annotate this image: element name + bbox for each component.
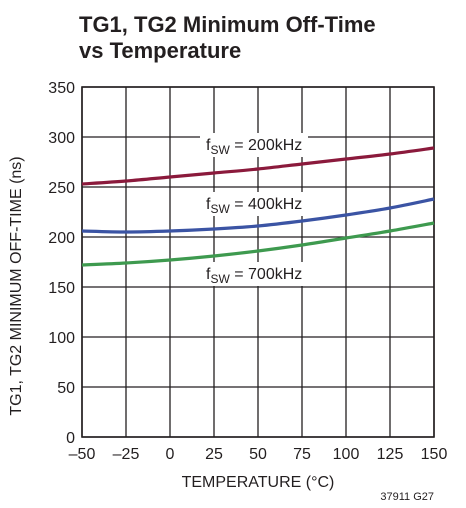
x-axis-label: TEMPERATURE (°C) [182,474,335,491]
series-label-bg-1 [200,192,308,216]
x-tick-label: 100 [333,446,360,463]
y-tick-label: 300 [48,130,75,147]
series-line-1 [81,197,435,234]
chart-title: TG1, TG2 Minimum Off-Time vs Temperature [79,12,376,64]
x-tick-label: 150 [421,446,448,463]
series-label-1: fSW = 400kHz [206,196,302,216]
y-tick-label: 0 [66,430,75,447]
series-label-2: fSW = 700kHz [206,266,302,286]
series-line-0 [81,146,435,186]
series-labels: fSW = 200kHz fSW = 400kHz fSW = 700kHz [200,133,308,286]
y-tick-label: 100 [48,330,75,347]
figure-code: 37911 G27 [380,491,434,503]
y-tick-label: 200 [48,230,75,247]
x-tick-label: –50 [69,446,96,463]
x-tick-label: 75 [293,446,311,463]
series-label-bg-2 [200,262,308,286]
plot-frame [81,86,435,438]
y-tick-label: 50 [57,380,75,397]
series-lines [81,146,435,267]
x-tick-label: 0 [166,446,175,463]
x-tick-label: 25 [205,446,223,463]
y-tick-label: 250 [48,180,75,197]
chart-title-line-1: TG1, TG2 Minimum Off-Time [79,12,376,37]
y-axis-label: TG1, TG2 MINIMUM OFF-TIME (ns) [8,156,25,415]
x-tick-label: 50 [249,446,267,463]
x-tick-label: –25 [113,446,140,463]
x-tick-label: 125 [377,446,404,463]
y-tick-label: 350 [48,80,75,97]
series-label-bg-0 [200,133,308,157]
series-line-2 [81,221,435,267]
tick-labels: –50 –25 0 25 50 75 100 125 150 0 50 100 150 200 250 300… [48,80,447,463]
y-tick-label: 150 [48,280,75,297]
chart-title-line-2: vs Temperature [79,38,242,63]
series-label-0: fSW = 200kHz [206,137,302,157]
